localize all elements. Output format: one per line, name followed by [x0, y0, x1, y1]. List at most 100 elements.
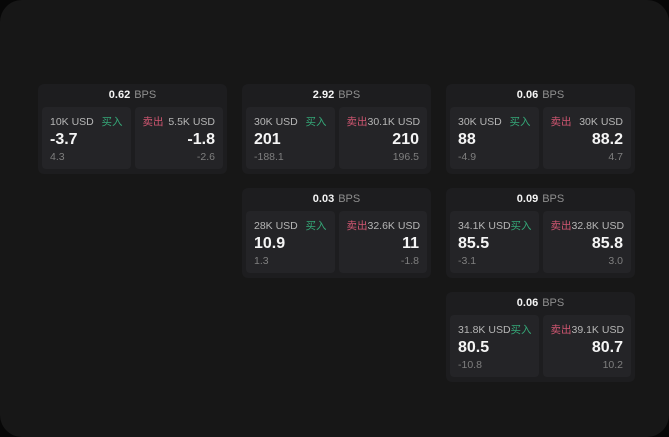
sell-amount: 39.1K USD — [571, 323, 625, 336]
sell-panel-top: 卖出 30K USD — [551, 114, 624, 129]
sell-side-label: 卖出 — [550, 324, 572, 336]
buy-quote-panel[interactable]: 30K USD 买入 201 -188.1 — [246, 107, 335, 169]
sell-quote-panel[interactable]: 卖出 30K USD 88.2 4.7 — [542, 107, 631, 169]
buy-side-label: 买入 — [305, 116, 327, 128]
sell-panel-top: 卖出 32.6K USD — [346, 218, 421, 233]
cards-grid: 0.62 BPS 10K USD 买入 -3.7 4.3 卖出 5.5K USD… — [38, 84, 635, 382]
buy-panel-top: 28K USD 买入 — [254, 218, 327, 233]
buy-sub-value: 4.3 — [50, 151, 65, 163]
card-body: 34.1K USD 买入 85.5 -3.1 卖出 32.8K USD 85.8… — [450, 211, 631, 273]
sell-price: 88.2 — [591, 131, 623, 149]
sell-price: 85.8 — [591, 235, 623, 253]
card-body: 30K USD 买入 88 -4.9 卖出 30K USD 88.2 4.7 — [450, 107, 631, 169]
buy-panel-top: 34.1K USD 买入 — [458, 218, 532, 233]
bps-value: 2.92 — [312, 89, 335, 101]
buy-sub-value: 1.3 — [254, 255, 269, 267]
sell-sub-value: -2.6 — [196, 151, 215, 163]
sell-price: 210 — [392, 131, 419, 149]
bps-value: 0.62 — [108, 89, 131, 101]
buy-sub-value: -188.1 — [254, 151, 284, 163]
buy-sub-value: -4.9 — [458, 151, 477, 163]
buy-side-label: 买入 — [510, 220, 532, 232]
sell-quote-panel[interactable]: 卖出 5.5K USD -1.8 -2.6 — [134, 107, 223, 169]
buy-panel-top: 30K USD 买入 — [254, 114, 327, 129]
bps-unit-label: BPS — [338, 193, 361, 205]
buy-sub-value: -10.8 — [458, 359, 482, 371]
card-header: 0.62 BPS — [42, 84, 223, 107]
sell-quote-panel[interactable]: 卖出 32.8K USD 85.8 3.0 — [542, 211, 631, 273]
buy-quote-panel[interactable]: 30K USD 买入 88 -4.9 — [450, 107, 539, 169]
quote-card: 0.62 BPS 10K USD 买入 -3.7 4.3 卖出 5.5K USD… — [38, 84, 227, 174]
buy-quote-panel[interactable]: 10K USD 买入 -3.7 4.3 — [42, 107, 131, 169]
buy-amount: 34.1K USD — [458, 219, 511, 232]
sell-quote-panel[interactable]: 卖出 30.1K USD 210 196.5 — [338, 107, 427, 169]
card-body: 31.8K USD 买入 80.5 -10.8 卖出 39.1K USD 80.… — [450, 315, 631, 377]
sell-sub-value: -1.8 — [400, 255, 419, 267]
sell-quote-panel[interactable]: 卖出 39.1K USD 80.7 10.2 — [542, 315, 631, 377]
card-header: 0.03 BPS — [246, 188, 427, 211]
buy-quote-panel[interactable]: 34.1K USD 买入 85.5 -3.1 — [450, 211, 539, 273]
sell-price: 80.7 — [591, 339, 623, 357]
card-body: 30K USD 买入 201 -188.1 卖出 30.1K USD 210 1… — [246, 107, 427, 169]
sell-panel-top: 卖出 39.1K USD — [550, 322, 625, 337]
buy-price: 85.5 — [458, 235, 490, 253]
sell-amount: 5.5K USD — [168, 115, 215, 128]
sell-side-label: 卖出 — [346, 220, 368, 232]
buy-panel-top: 10K USD 买入 — [50, 114, 123, 129]
quote-card: 0.03 BPS 28K USD 买入 10.9 1.3 卖出 32.6K US… — [242, 188, 431, 278]
buy-price: -3.7 — [50, 131, 78, 149]
bps-unit-label: BPS — [542, 297, 565, 309]
sell-sub-value: 3.0 — [608, 255, 623, 267]
bps-value: 0.09 — [516, 193, 539, 205]
sell-panel-top: 卖出 5.5K USD — [143, 114, 216, 129]
buy-side-label: 买入 — [101, 116, 123, 128]
bps-value: 0.06 — [516, 89, 539, 101]
buy-price: 201 — [254, 131, 281, 149]
quote-card: 0.06 BPS 30K USD 买入 88 -4.9 卖出 30K USD 8… — [446, 84, 635, 174]
sell-sub-value: 4.7 — [608, 151, 623, 163]
buy-amount: 30K USD — [458, 115, 502, 128]
buy-price: 10.9 — [254, 235, 286, 253]
sell-sub-value: 10.2 — [602, 359, 623, 371]
quote-card: 0.09 BPS 34.1K USD 买入 85.5 -3.1 卖出 32.8K… — [446, 188, 635, 278]
card-header: 0.09 BPS — [450, 188, 631, 211]
buy-amount: 31.8K USD — [458, 323, 511, 336]
bps-unit-label: BPS — [338, 89, 361, 101]
sell-side-label: 卖出 — [550, 116, 572, 128]
buy-side-label: 买入 — [510, 324, 532, 336]
bps-unit-label: BPS — [542, 89, 565, 101]
bps-value: 0.03 — [312, 193, 335, 205]
buy-price: 88 — [458, 131, 476, 149]
sell-quote-panel[interactable]: 卖出 32.6K USD 11 -1.8 — [338, 211, 427, 273]
buy-amount: 28K USD — [254, 219, 298, 232]
sell-panel-top: 卖出 32.8K USD — [550, 218, 625, 233]
sell-side-label: 卖出 — [142, 116, 164, 128]
card-header: 0.06 BPS — [450, 84, 631, 107]
buy-quote-panel[interactable]: 28K USD 买入 10.9 1.3 — [246, 211, 335, 273]
buy-panel-top: 31.8K USD 买入 — [458, 322, 532, 337]
sell-sub-value: 196.5 — [392, 151, 419, 163]
bps-value: 0.06 — [516, 297, 539, 309]
sell-panel-top: 卖出 30.1K USD — [347, 114, 421, 129]
sell-price: 11 — [402, 235, 419, 253]
buy-panel-top: 30K USD 买入 — [458, 114, 531, 129]
bps-unit-label: BPS — [542, 193, 565, 205]
buy-price: 80.5 — [458, 339, 490, 357]
buy-side-label: 买入 — [305, 220, 327, 232]
sell-amount: 30.1K USD — [367, 115, 421, 128]
card-header: 2.92 BPS — [246, 84, 427, 107]
buy-amount: 30K USD — [254, 115, 298, 128]
buy-amount: 10K USD — [50, 115, 94, 128]
sell-price: -1.8 — [187, 131, 215, 149]
card-body: 10K USD 买入 -3.7 4.3 卖出 5.5K USD -1.8 -2.… — [42, 107, 223, 169]
card-header: 0.06 BPS — [450, 292, 631, 315]
buy-side-label: 买入 — [509, 116, 531, 128]
sell-amount: 30K USD — [579, 115, 623, 128]
bps-unit-label: BPS — [134, 89, 157, 101]
sell-side-label: 卖出 — [550, 220, 572, 232]
quote-card: 2.92 BPS 30K USD 买入 201 -188.1 卖出 30.1K … — [242, 84, 431, 174]
buy-quote-panel[interactable]: 31.8K USD 买入 80.5 -10.8 — [450, 315, 539, 377]
quote-card: 0.06 BPS 31.8K USD 买入 80.5 -10.8 卖出 39.1… — [446, 292, 635, 382]
card-body: 28K USD 买入 10.9 1.3 卖出 32.6K USD 11 -1.8 — [246, 211, 427, 273]
